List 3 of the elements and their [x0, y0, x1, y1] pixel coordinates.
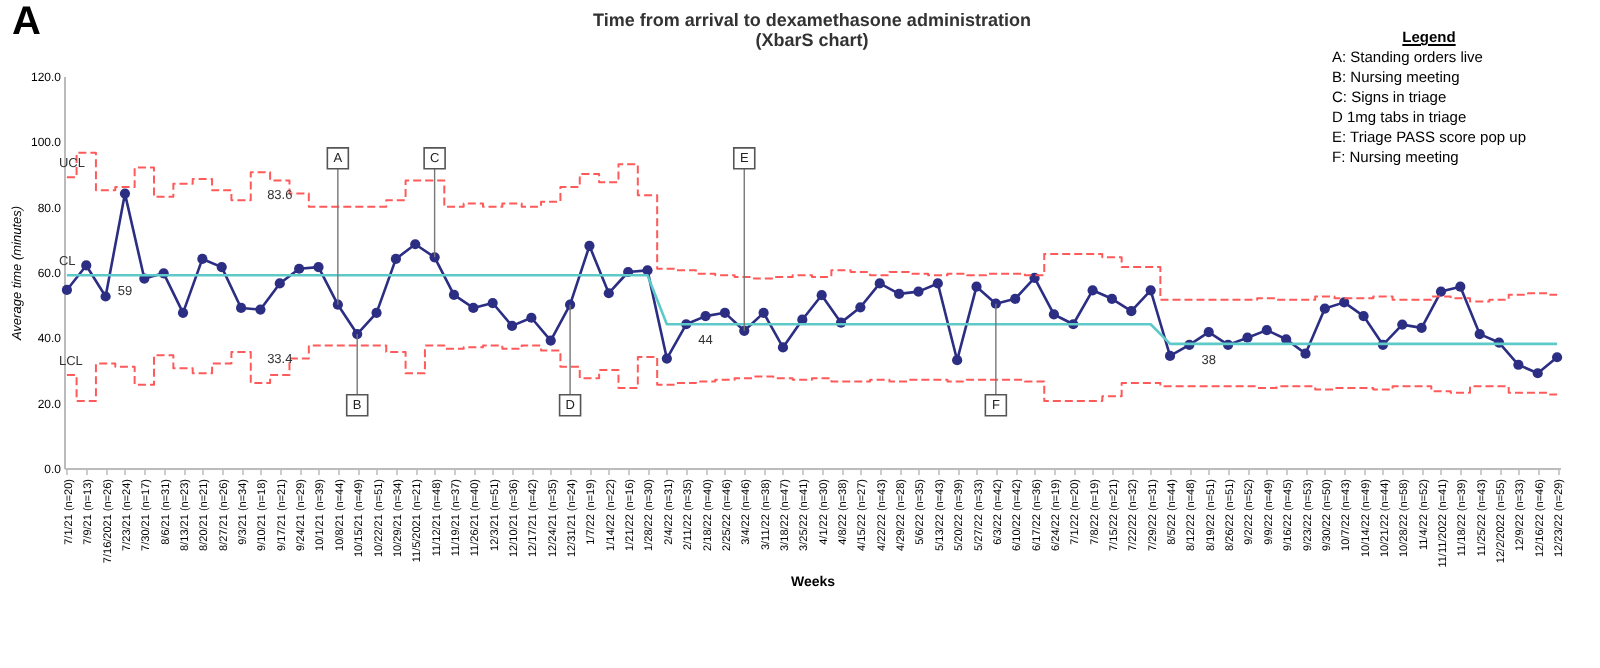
- chart-subtitle: (XbarS chart): [755, 30, 869, 50]
- chart-title: Time from arrival to dexamethasone administration: [593, 10, 1031, 30]
- text: A: [12, 0, 41, 46]
